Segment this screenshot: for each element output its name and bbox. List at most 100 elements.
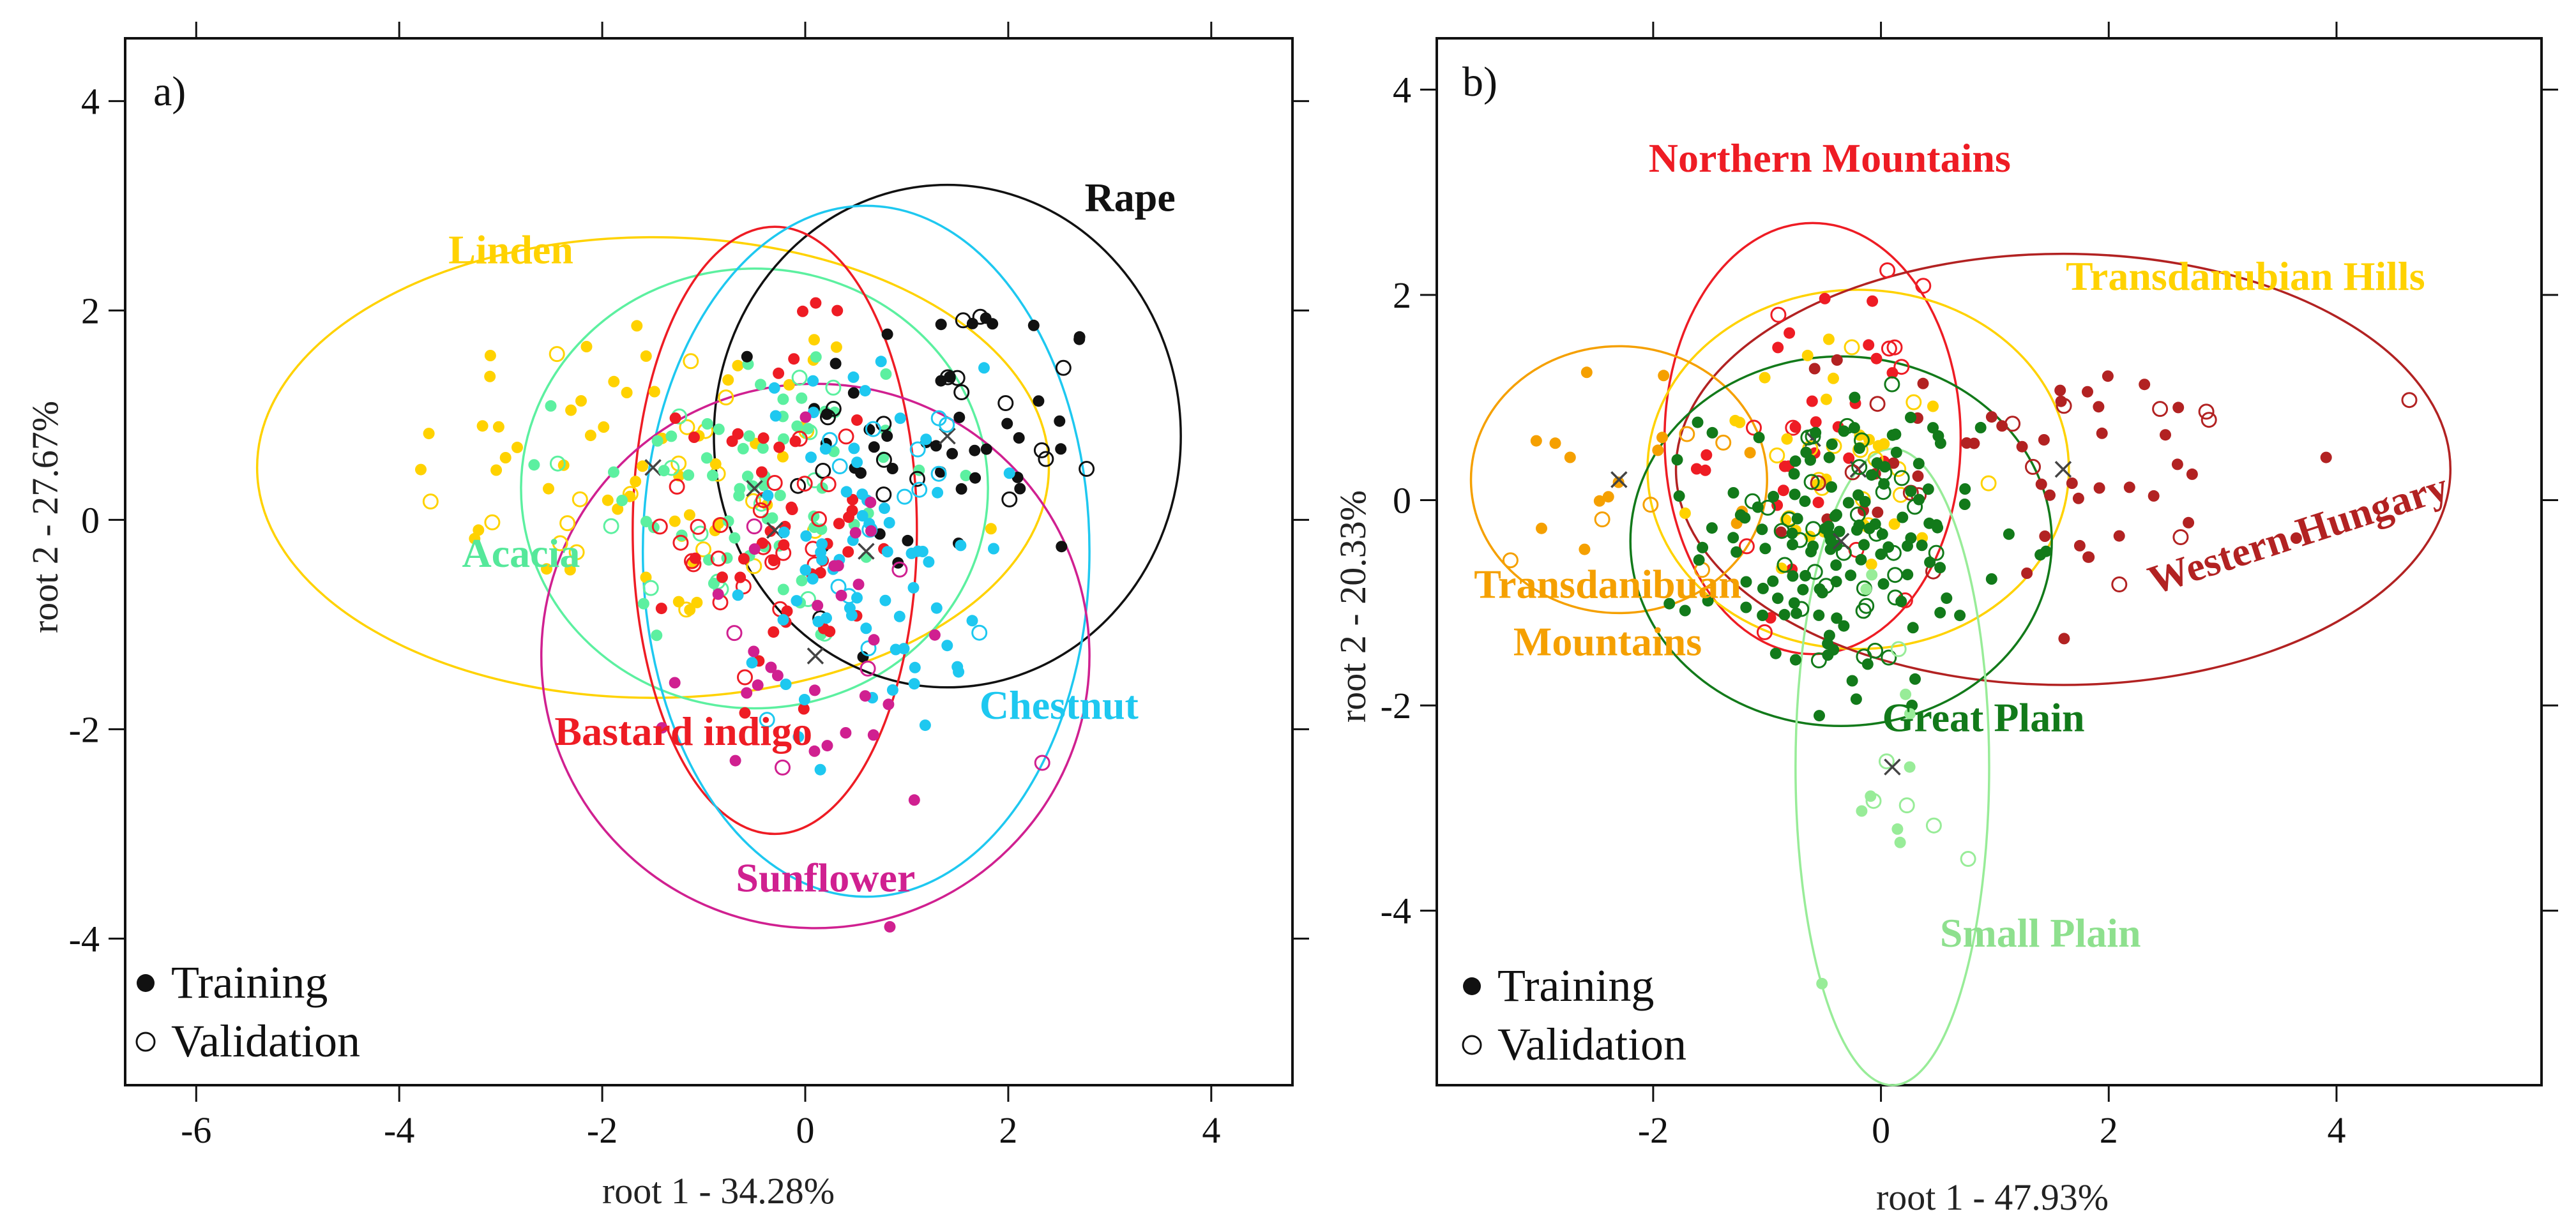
point-chestnut-training xyxy=(807,375,819,387)
point-sunflower-training xyxy=(828,560,840,572)
point-great-plain-training xyxy=(1861,658,1874,670)
point-rape-validation xyxy=(1001,491,1018,507)
point-sunflower-training xyxy=(835,589,847,601)
point-chestnut-training xyxy=(890,643,902,656)
point-sunflower-training xyxy=(669,677,681,689)
point-sunflower-training xyxy=(808,684,821,696)
point-chestnut-training xyxy=(879,594,891,606)
point-linden-training xyxy=(543,483,554,495)
point-western-hungary-training xyxy=(2148,490,2160,502)
point-sunflower-training xyxy=(712,588,724,600)
point-linden-validation xyxy=(572,491,588,507)
legend-training-marker xyxy=(137,974,155,992)
point-northern-mountains-training xyxy=(1778,460,1791,472)
panel-a-group-labels: Linden Acacia Rape Bastard indigo Chestnut Su… xyxy=(448,175,1176,901)
point-western-hungary-training xyxy=(2083,551,2095,563)
point-transdanubian-mountains-training xyxy=(1536,522,1547,534)
point-chestnut-training xyxy=(848,442,860,454)
point-rape-validation xyxy=(820,409,836,426)
point-chestnut-training xyxy=(732,589,744,601)
point-great-plain-training xyxy=(1890,428,1902,440)
point-western-hungary-training xyxy=(2172,402,2185,414)
point-acacia-validation xyxy=(663,460,680,476)
point-acacia-training xyxy=(777,393,789,405)
point-great-plain-training xyxy=(1916,539,1928,552)
point-transdanubian-mountains-training xyxy=(1564,451,1576,463)
point-great-plain-training xyxy=(1753,432,1765,444)
group-label-sunflower: Sunflower xyxy=(736,855,915,901)
point-linden-training xyxy=(683,509,695,521)
y-tick-label: 4 xyxy=(1393,69,1411,110)
point-western-hungary-validation xyxy=(2004,416,2021,432)
point-acacia-training xyxy=(880,368,892,380)
point-transdanubian-hills-training xyxy=(1888,518,1900,530)
point-chestnut-validation xyxy=(971,624,988,641)
point-chestnut-training xyxy=(799,564,812,576)
point-chestnut-training xyxy=(805,451,817,463)
point-linden-validation xyxy=(568,544,585,560)
point-sunflower-training xyxy=(865,525,877,537)
point-bastard-indigo-validation xyxy=(690,518,706,535)
point-chestnut-training xyxy=(778,526,790,538)
point-sunflower-training xyxy=(840,727,852,739)
point-bastard-indigo-training xyxy=(688,432,700,443)
group-label-rape: Rape xyxy=(1085,175,1176,220)
point-linden-training xyxy=(602,494,614,506)
panel-b-points xyxy=(1502,262,2418,989)
point-western-hungary-validation xyxy=(2201,412,2217,428)
point-great-plain-training xyxy=(1693,554,1705,566)
point-linden-validation xyxy=(422,493,439,510)
point-rape-training xyxy=(935,319,947,331)
point-western-hungary-validation xyxy=(2172,529,2189,545)
point-great-plain-training xyxy=(1902,569,1914,581)
point-rape-validation xyxy=(909,470,925,487)
point-bastard-indigo-training xyxy=(846,504,858,516)
point-sunflower-training xyxy=(748,645,760,657)
point-western-hungary-training xyxy=(2038,434,2050,446)
ellipse-rape xyxy=(713,183,1182,689)
point-chestnut-training xyxy=(844,602,856,614)
point-great-plain-training xyxy=(1706,426,1718,439)
point-linden-training xyxy=(985,523,997,535)
point-linden-training xyxy=(640,571,652,583)
point-small-plain-training xyxy=(1860,583,1872,595)
x-tick-label: 0 xyxy=(1872,1109,1890,1151)
point-great-plain-validation xyxy=(1792,532,1808,548)
point-northern-mountains-training xyxy=(1784,327,1796,339)
point-acacia-training xyxy=(545,400,557,412)
panel-a-x-axis-title: root 1 - 34.28% xyxy=(602,1170,835,1212)
point-transdanubian-hills-validation xyxy=(1844,339,1860,356)
point-linden-validation xyxy=(695,541,711,558)
point-acacia-training xyxy=(737,442,749,454)
point-chestnut-training xyxy=(851,456,863,469)
point-great-plain-training xyxy=(1824,543,1837,555)
point-great-plain-validation xyxy=(1876,465,1893,481)
point-great-plain-training xyxy=(1859,495,1871,507)
point-chestnut-training xyxy=(894,412,906,424)
point-transdanubian-mountains-validation xyxy=(1715,434,1732,451)
point-rape-validation xyxy=(939,369,956,386)
point-sunflower-training xyxy=(865,497,877,508)
point-rape-validation xyxy=(825,400,842,417)
point-linden-training xyxy=(584,430,596,442)
centroid-great-plain xyxy=(1832,532,1850,550)
point-transdanubian-mountains-training xyxy=(1530,435,1542,447)
point-acacia-training xyxy=(640,516,652,528)
point-small-plain-training xyxy=(1904,761,1916,773)
y-tick-label: 2 xyxy=(81,290,100,331)
point-great-plain-validation xyxy=(1793,601,1810,617)
point-great-plain-training xyxy=(1663,597,1676,610)
point-rape-training xyxy=(886,463,898,474)
point-transdanubian-hills-validation xyxy=(1769,447,1785,463)
point-small-plain-training xyxy=(1900,688,1912,700)
point-rape-training xyxy=(1013,432,1025,444)
point-western-hungary-training xyxy=(2160,429,2171,441)
point-sunflower-training xyxy=(868,634,880,646)
point-linden-training xyxy=(484,370,496,382)
point-chestnut-training xyxy=(856,488,868,500)
point-bastard-indigo-validation xyxy=(710,550,727,567)
x-tick-label: -6 xyxy=(181,1109,211,1151)
point-great-plain-training xyxy=(1877,578,1890,590)
point-great-plain-training xyxy=(1871,457,1883,469)
point-chestnut-validation xyxy=(909,441,926,458)
